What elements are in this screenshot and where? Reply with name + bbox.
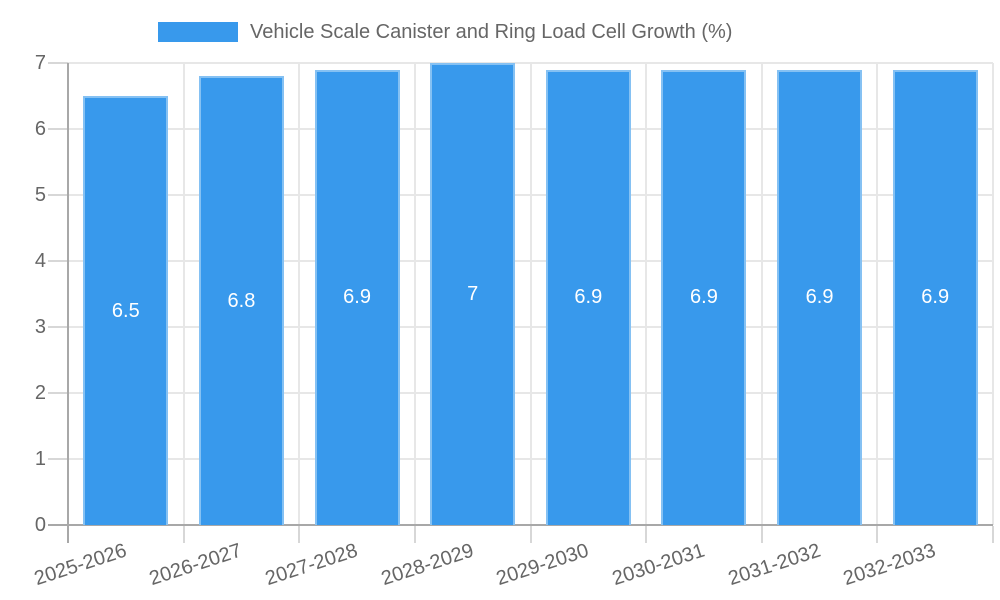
bar-value-label: 6.9	[343, 286, 371, 309]
y-axis-line	[67, 63, 69, 543]
x-axis-line	[48, 524, 993, 526]
bar[interactable]	[314, 69, 400, 525]
y-axis-tick	[48, 128, 68, 130]
bar[interactable]	[777, 69, 863, 525]
bar-value-label: 6.9	[574, 286, 603, 309]
legend-swatch	[158, 22, 238, 42]
bar[interactable]	[83, 96, 169, 525]
y-tick-label: 7	[34, 52, 46, 74]
bar[interactable]	[892, 69, 978, 525]
v-gridline	[413, 63, 416, 525]
x-axis-tick	[182, 526, 185, 543]
y-axis-tick	[48, 62, 68, 64]
v-gridline	[992, 63, 994, 525]
y-axis-tick	[48, 326, 68, 328]
bar-value-label: 6.5	[111, 299, 140, 322]
y-axis-tick	[48, 194, 68, 196]
v-gridline	[298, 63, 301, 525]
bar[interactable]	[198, 76, 284, 525]
y-axis-tick	[48, 392, 68, 394]
bar-value-label: 7	[467, 283, 479, 305]
y-axis-tick	[48, 458, 68, 460]
bar-value-label: 6.9	[805, 286, 834, 309]
v-gridline	[645, 63, 648, 525]
x-axis-tick	[645, 526, 648, 543]
legend-label: Vehicle Scale Canister and Ring Load Cel…	[250, 21, 733, 43]
y-tick-label: 6	[34, 118, 46, 140]
y-tick-label: 2	[34, 382, 46, 404]
y-tick-label: 0	[34, 514, 46, 536]
v-gridline	[760, 63, 763, 525]
x-axis-tick	[413, 526, 416, 543]
y-tick-label: 5	[34, 184, 46, 206]
x-axis-tick	[992, 526, 994, 543]
y-tick-label: 1	[34, 448, 46, 470]
bar-value-label: 6.8	[227, 289, 256, 312]
v-gridline	[529, 63, 532, 525]
bar[interactable]	[430, 63, 516, 525]
legend-item[interactable]: Vehicle Scale Canister and Ring Load Cel…	[158, 18, 732, 46]
x-axis-tick	[529, 526, 532, 543]
bar-value-label: 6.9	[921, 286, 950, 309]
x-axis-tick	[876, 526, 879, 543]
x-axis-tick	[298, 526, 301, 543]
v-gridline	[876, 63, 879, 525]
bar[interactable]	[661, 69, 747, 525]
y-tick-label: 4	[34, 250, 46, 272]
bar-value-label: 6.9	[690, 286, 718, 309]
bar[interactable]	[545, 69, 631, 525]
y-tick-label: 3	[34, 316, 46, 338]
y-axis-tick	[48, 260, 68, 262]
x-axis-tick	[760, 526, 763, 543]
v-gridline	[182, 63, 185, 525]
